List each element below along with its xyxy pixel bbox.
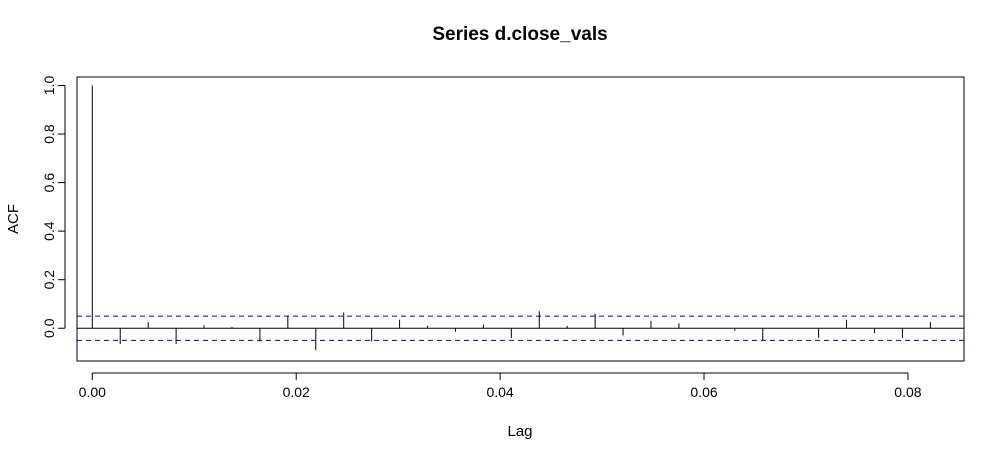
x-tick-label: 0.04 bbox=[486, 384, 513, 400]
y-tick-label: 0.0 bbox=[41, 318, 57, 338]
y-tick-label: 0.8 bbox=[41, 124, 57, 144]
x-axis-label: Lag bbox=[507, 423, 532, 440]
x-tick-label: 0.08 bbox=[894, 384, 921, 400]
y-tick-label: 1.0 bbox=[41, 76, 57, 96]
acf-spikes bbox=[91, 85, 931, 351]
x-tick-label: 0.02 bbox=[283, 384, 310, 400]
confidence-bands bbox=[77, 315, 964, 341]
plot-frame bbox=[76, 76, 965, 362]
y-tick-label: 0.6 bbox=[41, 173, 57, 193]
x-tick-label: 0.06 bbox=[690, 384, 717, 400]
y-axis: 0.0 0.2 0.4 0.6 0.8 1.0 bbox=[41, 76, 66, 338]
y-tick-label: 0.2 bbox=[41, 270, 57, 290]
y-tick-label: 0.4 bbox=[41, 221, 57, 241]
x-tick-label: 0.00 bbox=[79, 384, 106, 400]
y-axis-label: ACF bbox=[5, 204, 22, 234]
x-axis: 0.00 0.02 0.04 0.06 0.08 bbox=[79, 372, 922, 400]
chart-title: Series d.close_vals bbox=[432, 24, 607, 45]
